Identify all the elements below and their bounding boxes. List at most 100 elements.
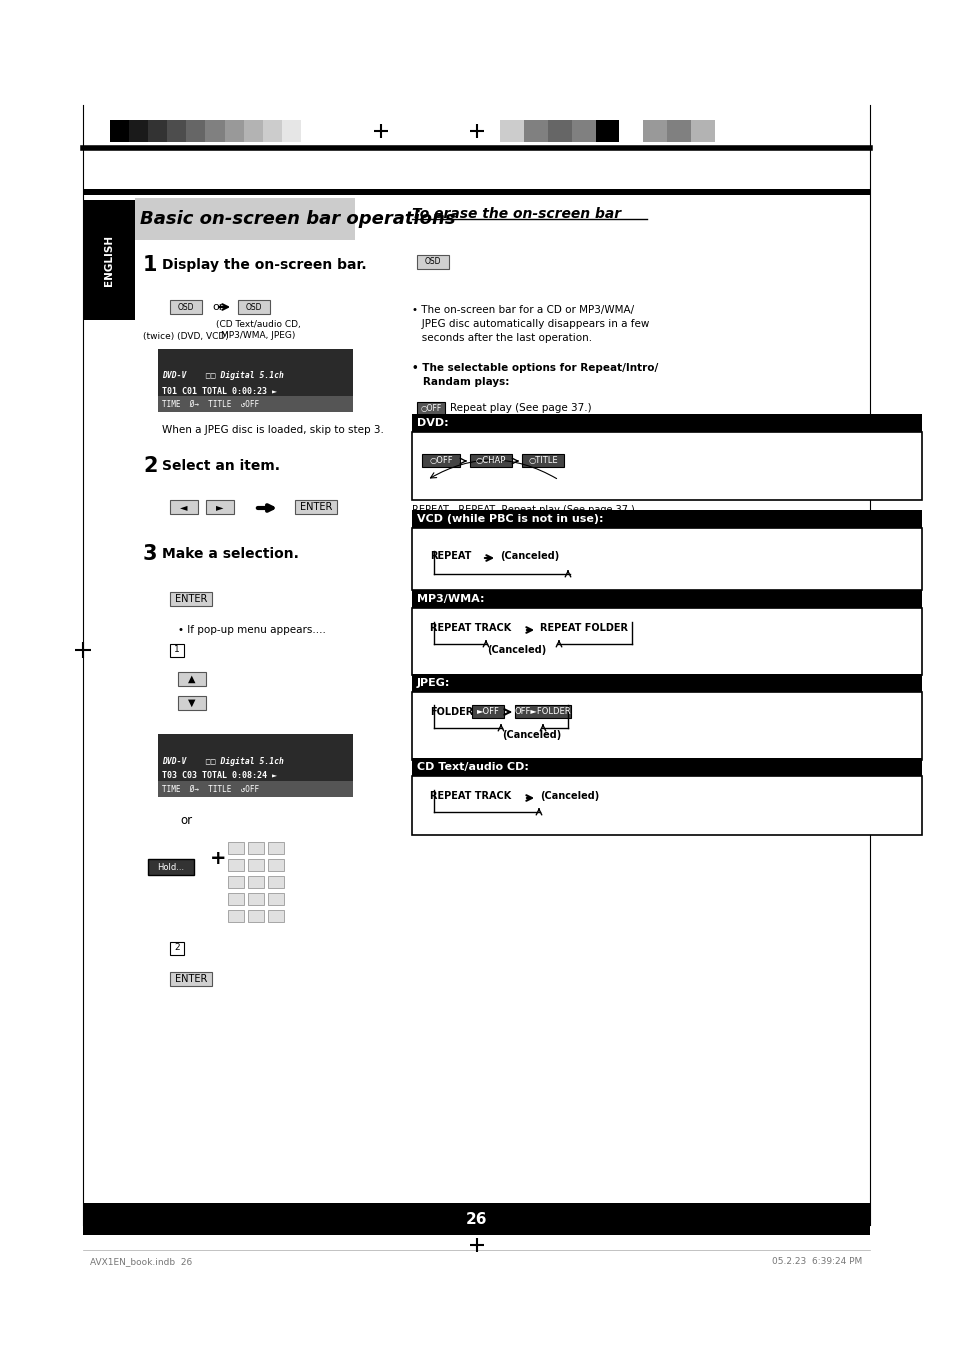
Bar <box>170 971 212 986</box>
Text: DVD:: DVD: <box>416 417 448 428</box>
Text: 2: 2 <box>174 943 179 952</box>
Text: ▲: ▲ <box>188 674 195 684</box>
Bar <box>595 120 619 142</box>
Bar <box>237 300 270 313</box>
Text: ○TITLE: ○TITLE <box>528 457 558 465</box>
Bar <box>158 396 353 412</box>
Text: JPEG disc automatically disappears in a few: JPEG disc automatically disappears in a … <box>412 319 649 330</box>
Text: (Canceled): (Canceled) <box>501 730 560 740</box>
Bar <box>170 500 198 513</box>
Bar <box>224 120 244 142</box>
Text: 1: 1 <box>174 646 180 654</box>
Text: 26: 26 <box>466 1212 487 1227</box>
Text: (Canceled): (Canceled) <box>499 551 558 561</box>
Bar <box>170 644 184 657</box>
Bar <box>83 1202 869 1235</box>
Bar <box>666 120 691 142</box>
Text: 05.2.23  6:39:24 PM: 05.2.23 6:39:24 PM <box>771 1258 862 1266</box>
Text: T01 C01 TOTAL 0:00:23 ►: T01 C01 TOTAL 0:00:23 ► <box>162 386 276 396</box>
Bar <box>248 911 264 921</box>
Bar <box>300 120 320 142</box>
Bar <box>158 349 353 405</box>
Bar <box>167 120 187 142</box>
Text: 1: 1 <box>143 255 157 276</box>
Text: ENTER: ENTER <box>174 594 207 604</box>
Text: ENGLISH: ENGLISH <box>104 235 113 285</box>
Bar <box>228 893 244 905</box>
Text: ▼: ▼ <box>188 698 195 708</box>
Bar <box>268 875 284 888</box>
Text: MP3/WMA:: MP3/WMA: <box>416 594 484 604</box>
Text: AVX1EN_book.indb  26: AVX1EN_book.indb 26 <box>90 1258 193 1266</box>
Bar <box>642 120 667 142</box>
Bar <box>547 120 572 142</box>
Bar <box>515 705 571 717</box>
Bar <box>243 120 263 142</box>
Bar <box>129 120 149 142</box>
Text: Repeat play (See page 37.): Repeat play (See page 37.) <box>450 403 591 413</box>
Bar <box>83 200 135 320</box>
Text: OSD: OSD <box>424 258 441 266</box>
Bar <box>268 893 284 905</box>
Text: REPEAT FOLDER: REPEAT FOLDER <box>539 623 627 634</box>
Bar <box>499 120 524 142</box>
Text: CD Text/audio CD:: CD Text/audio CD: <box>416 762 528 771</box>
Bar <box>186 120 206 142</box>
Text: (CD Text/audio CD,
MP3/WMA, JPEG): (CD Text/audio CD, MP3/WMA, JPEG) <box>215 320 300 339</box>
Bar <box>281 120 301 142</box>
Text: seconds after the last operation.: seconds after the last operation. <box>412 332 592 343</box>
Bar <box>268 859 284 871</box>
Bar <box>170 942 184 955</box>
Text: or: or <box>180 813 192 827</box>
Text: Randam plays:: Randam plays: <box>412 377 509 386</box>
Text: REPEAT TRACK: REPEAT TRACK <box>430 623 511 634</box>
Bar <box>690 120 715 142</box>
Text: REPEAT TRACK: REPEAT TRACK <box>430 790 511 801</box>
Bar <box>262 120 282 142</box>
Text: ►OFF: ►OFF <box>476 707 499 716</box>
Bar <box>248 875 264 888</box>
Text: ○OFF: ○OFF <box>420 404 441 412</box>
Bar <box>412 590 921 608</box>
Bar <box>521 454 563 467</box>
Text: • The on-screen bar for a CD or MP3/WMA/: • The on-screen bar for a CD or MP3/WMA/ <box>412 305 634 315</box>
Bar <box>228 875 244 888</box>
Bar <box>170 300 202 313</box>
Bar <box>110 120 130 142</box>
Bar <box>158 734 353 790</box>
Bar <box>421 454 459 467</box>
Text: T03 C03 TOTAL 0:08:24 ►: T03 C03 TOTAL 0:08:24 ► <box>162 771 276 781</box>
Bar <box>412 528 921 590</box>
Bar <box>228 859 244 871</box>
Bar <box>148 859 193 875</box>
Text: 3: 3 <box>143 544 157 563</box>
Bar <box>228 911 244 921</box>
Text: ◄: ◄ <box>180 503 188 512</box>
Bar <box>268 842 284 854</box>
Bar <box>416 403 444 415</box>
Bar <box>83 189 869 195</box>
Text: • If pop-up menu appears....: • If pop-up menu appears.... <box>178 626 326 635</box>
Bar <box>178 696 206 711</box>
Text: +: + <box>210 848 226 867</box>
Bar <box>412 758 921 775</box>
Bar <box>268 911 284 921</box>
Bar <box>412 509 921 528</box>
Bar <box>148 120 168 142</box>
Text: ○CHAP: ○CHAP <box>476 457 506 465</box>
Text: (Canceled): (Canceled) <box>486 644 546 655</box>
Bar <box>205 120 225 142</box>
Text: Basic on-screen bar operations: Basic on-screen bar operations <box>140 209 456 228</box>
Text: DVD-V    □□ Digital 5.1ch: DVD-V □□ Digital 5.1ch <box>162 372 284 381</box>
Bar <box>412 432 921 500</box>
Bar <box>412 775 921 835</box>
Bar <box>470 454 512 467</box>
Text: Select an item.: Select an item. <box>162 459 280 473</box>
Bar <box>206 500 233 513</box>
Bar <box>412 413 921 432</box>
Text: When a JPEG disc is loaded, skip to step 3.: When a JPEG disc is loaded, skip to step… <box>162 426 383 435</box>
Text: OFF►FOLDER: OFF►FOLDER <box>515 707 571 716</box>
Text: or: or <box>213 303 223 312</box>
Text: VCD (while PBC is not in use):: VCD (while PBC is not in use): <box>416 513 603 524</box>
Text: Display the on-screen bar.: Display the on-screen bar. <box>162 258 366 272</box>
